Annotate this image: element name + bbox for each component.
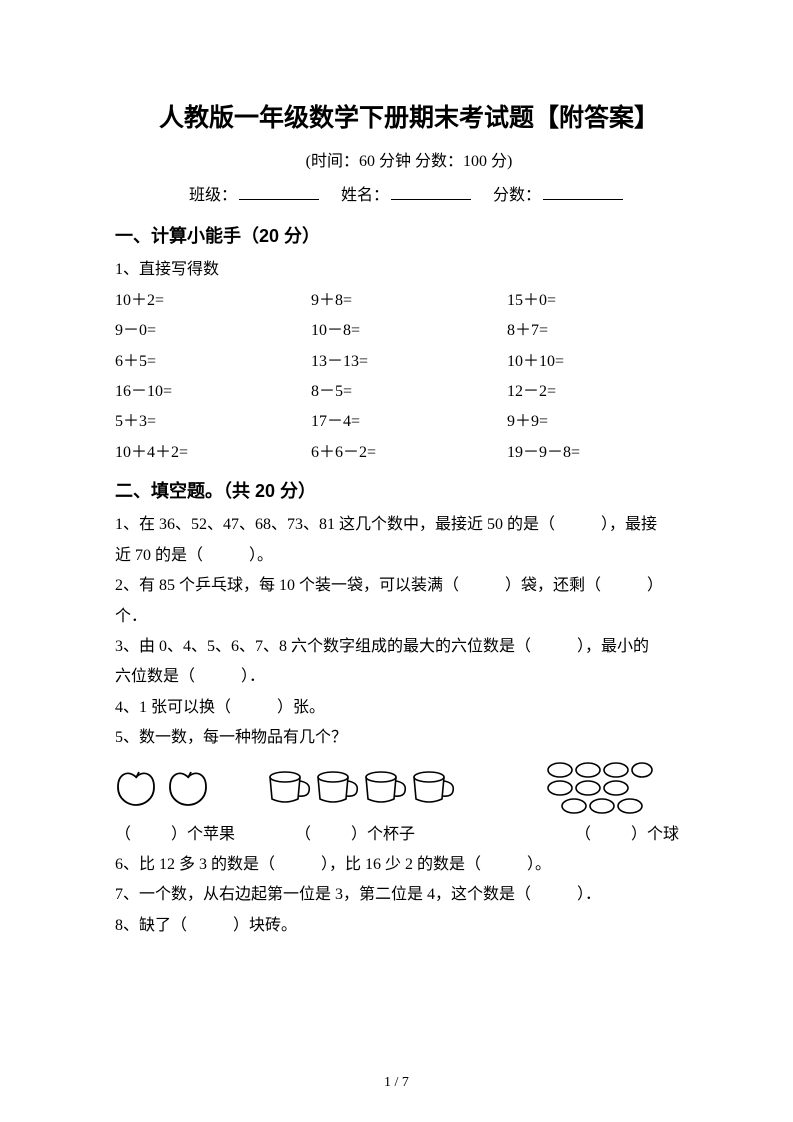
calc-row: 10＋2=9＋8=15＋0= [115, 286, 703, 316]
name-label: 姓名： [341, 187, 389, 204]
balls-icon [545, 760, 655, 818]
calc-cell: 6＋5= [115, 347, 311, 377]
student-info: 班级： 姓名： 分数： [115, 181, 703, 211]
calc-cell: 16－10= [115, 377, 311, 407]
calc-cell: 10＋2= [115, 286, 311, 316]
calc-cell: 9＋9= [507, 407, 703, 437]
calc-cell: 10＋4＋2= [115, 438, 311, 468]
class-blank [239, 185, 319, 200]
cup-icon [313, 769, 361, 809]
calc-cell: 8－5= [311, 377, 507, 407]
apple-icon [167, 771, 209, 807]
class-label: 班级： [189, 187, 237, 204]
name-blank [391, 185, 471, 200]
section1-heading: 一、计算小能手（20 分） [115, 219, 703, 253]
q2-3: 3、由 0、4、5、6、7、8 六个数字组成的最大的六位数是（），最小的 [115, 632, 703, 662]
calc-cell: 10－8= [311, 316, 507, 346]
q2-2b: 个． [115, 602, 703, 632]
q2-1: 1、在 36、52、47、68、73、81 这几个数中，最接近 50 的是（），… [115, 510, 703, 540]
caption-row: （）个苹果 （）个杯子 （）个球 [115, 820, 703, 850]
q2-8: 8、缺了（）块砖。 [115, 911, 703, 941]
q2-1b: 近 70 的是（）。 [115, 541, 703, 571]
q2-2: 2、有 85 个乒乓球，每 10 个装一袋，可以装满（）袋，还剩（） [115, 571, 703, 601]
calc-row: 9－0=10－8=8＋7= [115, 316, 703, 346]
calc-row: 5＋3=17－4=9＋9= [115, 407, 703, 437]
cup-icon [265, 769, 313, 809]
calc-cell: 12－2= [507, 377, 703, 407]
q1-label: 1、直接写得数 [115, 255, 703, 285]
calc-cell: 19－9－8= [507, 438, 703, 468]
calc-row: 6＋5=13－13=10＋10= [115, 347, 703, 377]
q2-7: 7、一个数，从右边起第一位是 3，第二位是 4，这个数是（）． [115, 880, 703, 910]
calc-table: 10＋2=9＋8=15＋0=9－0=10－8=8＋7=6＋5=13－13=10＋… [115, 286, 703, 468]
calc-cell: 10＋10= [507, 347, 703, 377]
calc-cell: 9－0= [115, 316, 311, 346]
cup-icon [409, 769, 457, 809]
q2-4: 4、1 张可以换（）张。 [115, 693, 703, 723]
subtitle: (时间：60 分钟 分数：100 分) [115, 147, 703, 177]
apple-icon [115, 771, 157, 807]
page-title: 人教版一年级数学下册期末考试题【附答案】 [115, 95, 703, 143]
calc-cell: 8＋7= [507, 316, 703, 346]
calc-row: 16－10=8－5=12－2= [115, 377, 703, 407]
calc-cell: 5＋3= [115, 407, 311, 437]
calc-row: 10＋4＋2=6＋6－2=19－9－8= [115, 438, 703, 468]
apples [115, 771, 245, 807]
calc-cell: 9＋8= [311, 286, 507, 316]
cup-icon [361, 769, 409, 809]
q2-5: 5、数一数，每一种物品有几个？ [115, 723, 703, 753]
calc-cell: 15＋0= [507, 286, 703, 316]
page-footer: 1 / 7 [0, 1070, 793, 1097]
score-blank [543, 185, 623, 200]
picture-row [115, 760, 703, 818]
cups [265, 769, 495, 809]
section2-heading: 二、填空题。（共 20 分） [115, 474, 703, 508]
q2-3b: 六位数是（）． [115, 662, 703, 692]
score-label: 分数： [493, 187, 541, 204]
calc-cell: 17－4= [311, 407, 507, 437]
calc-cell: 13－13= [311, 347, 507, 377]
balls [545, 760, 655, 818]
q2-6: 6、比 12 多 3 的数是（），比 16 少 2 的数是（）。 [115, 850, 703, 880]
calc-cell: 6＋6－2= [311, 438, 507, 468]
